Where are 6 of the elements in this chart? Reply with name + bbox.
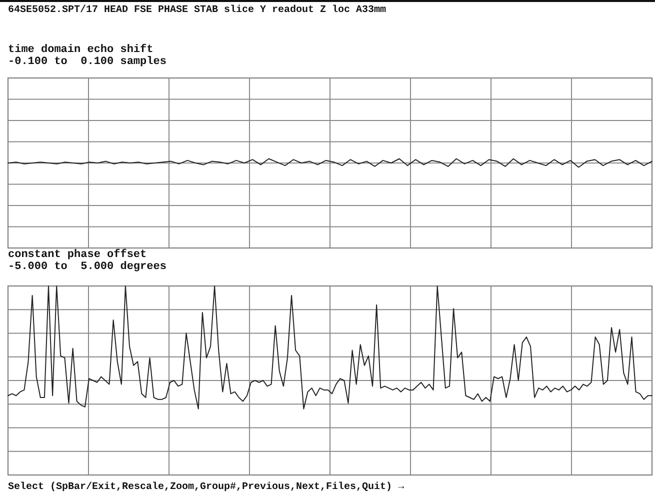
chart-title: time domain echo shift xyxy=(8,43,154,56)
text: -0.100 to 0.100 samples xyxy=(8,56,166,68)
text: 64SE5052.SPT/17 HEAD FSE PHASE STAB slice Y readout Z loc A33mm xyxy=(8,4,386,16)
text: -5.000 to 5.000 degrees xyxy=(8,261,166,273)
text: Select (SpBar/Exit,Rescale,Zoom,Group#,Previous,Next,Files,Quit) → xyxy=(8,481,404,493)
chart-title: constant phase offset xyxy=(8,248,147,261)
